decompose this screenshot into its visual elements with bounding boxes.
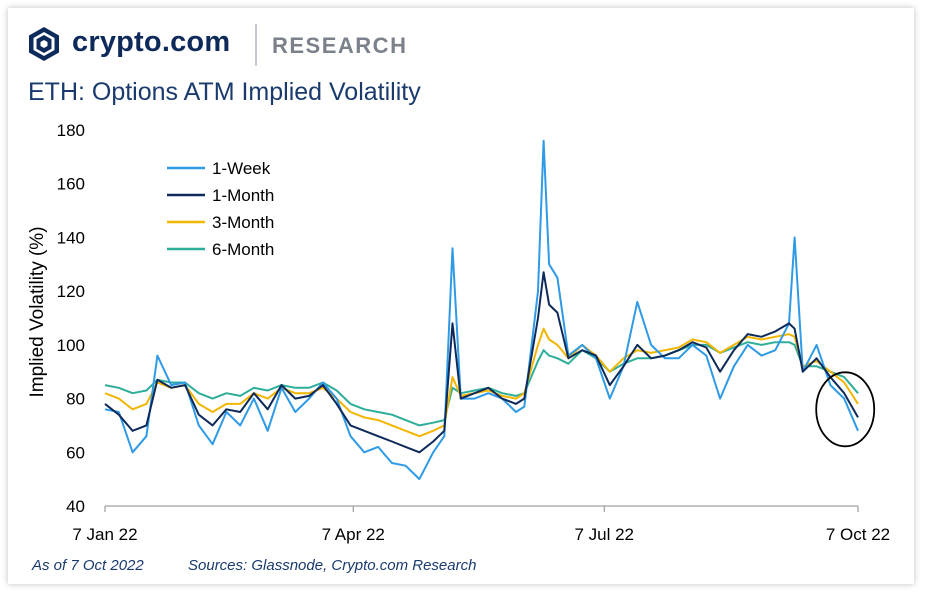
chart-card	[8, 8, 914, 584]
y-tick-label: 120	[57, 282, 85, 301]
crypto-com-logo-icon	[29, 27, 59, 61]
as-of-note: As of 7 Oct 2022	[32, 557, 144, 574]
x-tick-label: 7 Apr 22	[322, 525, 385, 544]
x-tick-label: 7 Jan 22	[72, 525, 137, 544]
research-label: RESEARCH	[272, 33, 408, 58]
legend-label: 1-Month	[212, 186, 274, 205]
legend-label: 1-Week	[212, 159, 271, 178]
y-axis-label: Implied Volatility (%)	[27, 226, 48, 397]
y-tick-label: 180	[57, 121, 85, 140]
series-line-1-week	[104, 139, 859, 481]
chart-title: ETH: Options ATM Implied Volatility	[28, 78, 421, 106]
legend-label: 3-Month	[212, 213, 274, 232]
y-tick-label: 80	[66, 390, 85, 409]
x-tick-label: 7 Oct 22	[826, 525, 890, 544]
header-divider	[255, 24, 257, 66]
x-tick-label: 7 Jul 22	[574, 525, 634, 544]
y-tick-label: 60	[66, 443, 85, 462]
series-line-6-month	[104, 341, 859, 427]
brand-name: crypto.com	[72, 26, 231, 58]
legend-label: 6-Month	[212, 240, 274, 259]
series-line-1-month	[104, 271, 859, 454]
y-tick-label: 100	[57, 336, 85, 355]
y-tick-label: 140	[57, 228, 85, 247]
sources-note: Sources: Glassnode, Crypto.com Research	[188, 557, 477, 574]
y-tick-label: 40	[66, 497, 85, 516]
annotation-circle	[815, 371, 876, 448]
y-tick-label: 160	[57, 175, 85, 194]
